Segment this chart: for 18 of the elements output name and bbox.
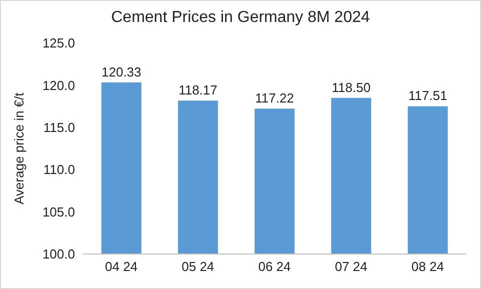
y-tick-label: 125.0 [42,36,75,51]
y-axis-title: Average price in €/t [12,92,27,204]
data-label: 118.50 [332,80,371,95]
x-tick-label: 07 24 [334,259,368,274]
y-tick-label: 110.0 [43,162,75,178]
x-tick-label: 05 24 [182,259,214,274]
data-label: 120.33 [102,64,142,80]
data-label: 118.17 [178,82,218,98]
y-tick-label: 120.0 [42,78,75,93]
y-tick-label: 105.0 [42,204,75,220]
data-label: 117.22 [255,90,294,106]
x-tick-label: 08 24 [411,259,444,274]
data-label: 117.51 [408,88,448,104]
x-tick-label: 06 24 [258,259,291,274]
chart-title: Cement Prices in Germany 8M 2024 [110,9,371,27]
x-tick-label: 04 24 [105,259,138,274]
y-tick-label: 115.0 [43,120,75,136]
y-tick-label: 100.0 [42,246,75,262]
